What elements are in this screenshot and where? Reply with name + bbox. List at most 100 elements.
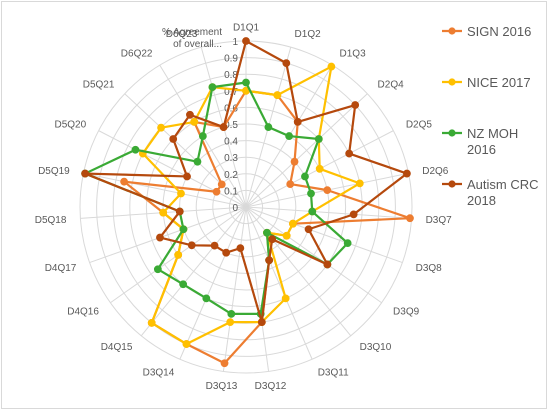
grid-spoke (98, 130, 247, 208)
data-point (217, 180, 226, 189)
data-point (282, 231, 291, 240)
data-point (220, 359, 229, 368)
category-label: D1Q3 (340, 49, 367, 60)
legend-label: NICE 2017 (467, 75, 531, 90)
legend-label: NZ MOH 2016 (467, 126, 518, 157)
data-point (323, 186, 332, 195)
data-point (343, 239, 352, 248)
category-label: D2Q6 (422, 166, 449, 177)
data-point (308, 207, 317, 216)
grid-spoke (245, 206, 412, 219)
grid-spoke (222, 206, 247, 372)
data-point (301, 172, 309, 181)
data-point (293, 118, 302, 126)
data-point (183, 172, 191, 181)
data-point (242, 78, 250, 87)
tick-label: 0.4 (224, 137, 238, 148)
category-label: D3Q8 (416, 263, 443, 274)
tick-label: 0.7 (224, 87, 238, 98)
grid-spoke (89, 206, 247, 264)
data-point (187, 241, 196, 250)
grid-spoke (245, 206, 382, 304)
data-point (263, 228, 271, 237)
grid-spoke (124, 93, 247, 208)
data-point (81, 169, 89, 178)
category-label: D3Q12 (255, 381, 287, 392)
legend-swatch-marker (448, 129, 456, 137)
data-point (147, 318, 156, 327)
legend-swatch-marker (448, 27, 456, 35)
legend-swatch-marker (448, 180, 456, 188)
data-point (227, 310, 236, 318)
data-point (186, 110, 194, 119)
category-label: D6Q22 (121, 49, 153, 60)
data-point (212, 187, 221, 196)
grid-spoke (245, 206, 313, 360)
data-point (307, 189, 315, 198)
data-point (286, 180, 295, 188)
data-point (219, 123, 228, 131)
grid-spoke (140, 206, 247, 337)
grid-spoke (245, 206, 403, 264)
tick-label: 0.1 (224, 186, 238, 197)
legend-swatch-marker (448, 78, 456, 86)
category-label: D3Q7 (426, 215, 453, 226)
category-label: D3Q9 (393, 306, 420, 317)
tick-label: 0.6 (224, 103, 238, 114)
data-point (273, 91, 282, 100)
category-label: D5Q19 (38, 166, 70, 177)
legend-label: Autism CRC 2018 (467, 177, 539, 208)
category-label: D3Q14 (143, 368, 175, 379)
grid-spoke (179, 206, 247, 360)
grid-spoke (245, 206, 352, 337)
data-point (314, 135, 323, 143)
data-point (177, 189, 185, 198)
category-label: D1Q2 (295, 29, 322, 40)
data-point (226, 318, 235, 327)
data-point (406, 214, 414, 223)
data-point (182, 340, 191, 348)
data-point (156, 233, 164, 242)
category-label: D1Q1 (233, 23, 260, 34)
data-point (355, 179, 364, 188)
category-label: D5Q20 (54, 120, 86, 131)
data-point (198, 132, 207, 140)
category-label: D2Q5 (406, 120, 433, 131)
data-point (120, 177, 128, 186)
tick-label: 0.9 (224, 54, 238, 65)
tick-label: 1 (232, 37, 238, 48)
data-point (159, 208, 168, 217)
data-point (268, 235, 277, 244)
category-label: D3Q13 (206, 381, 238, 392)
category-label: D4Q16 (67, 306, 99, 317)
data-point (202, 294, 211, 303)
data-point (179, 225, 188, 234)
tick-label: 0 (232, 203, 238, 214)
data-point (264, 123, 273, 131)
data-point (175, 207, 184, 216)
category-label: D5Q18 (35, 215, 67, 226)
data-point (131, 145, 140, 154)
data-point (315, 164, 324, 173)
grid-spoke (245, 93, 368, 208)
category-label: D4Q17 (45, 263, 77, 274)
data-point (304, 225, 313, 234)
legend-label: SIGN 2016 (467, 24, 531, 39)
data-point (349, 210, 358, 219)
series-line (141, 65, 361, 346)
category-label: D3Q10 (360, 342, 392, 353)
series-line (83, 39, 408, 324)
data-point (289, 219, 297, 228)
data-point (327, 62, 336, 71)
data-point (323, 260, 332, 269)
category-label: D6Q23 (166, 29, 198, 40)
data-point (265, 256, 274, 265)
data-point (208, 83, 217, 92)
category-label: D4Q15 (101, 342, 133, 353)
axis-title: % Agreement of overall... (162, 27, 222, 50)
data-point (169, 135, 178, 143)
data-point (345, 149, 354, 158)
series-line (83, 81, 349, 315)
data-point (190, 118, 199, 126)
tick-label: 0.2 (224, 170, 238, 181)
